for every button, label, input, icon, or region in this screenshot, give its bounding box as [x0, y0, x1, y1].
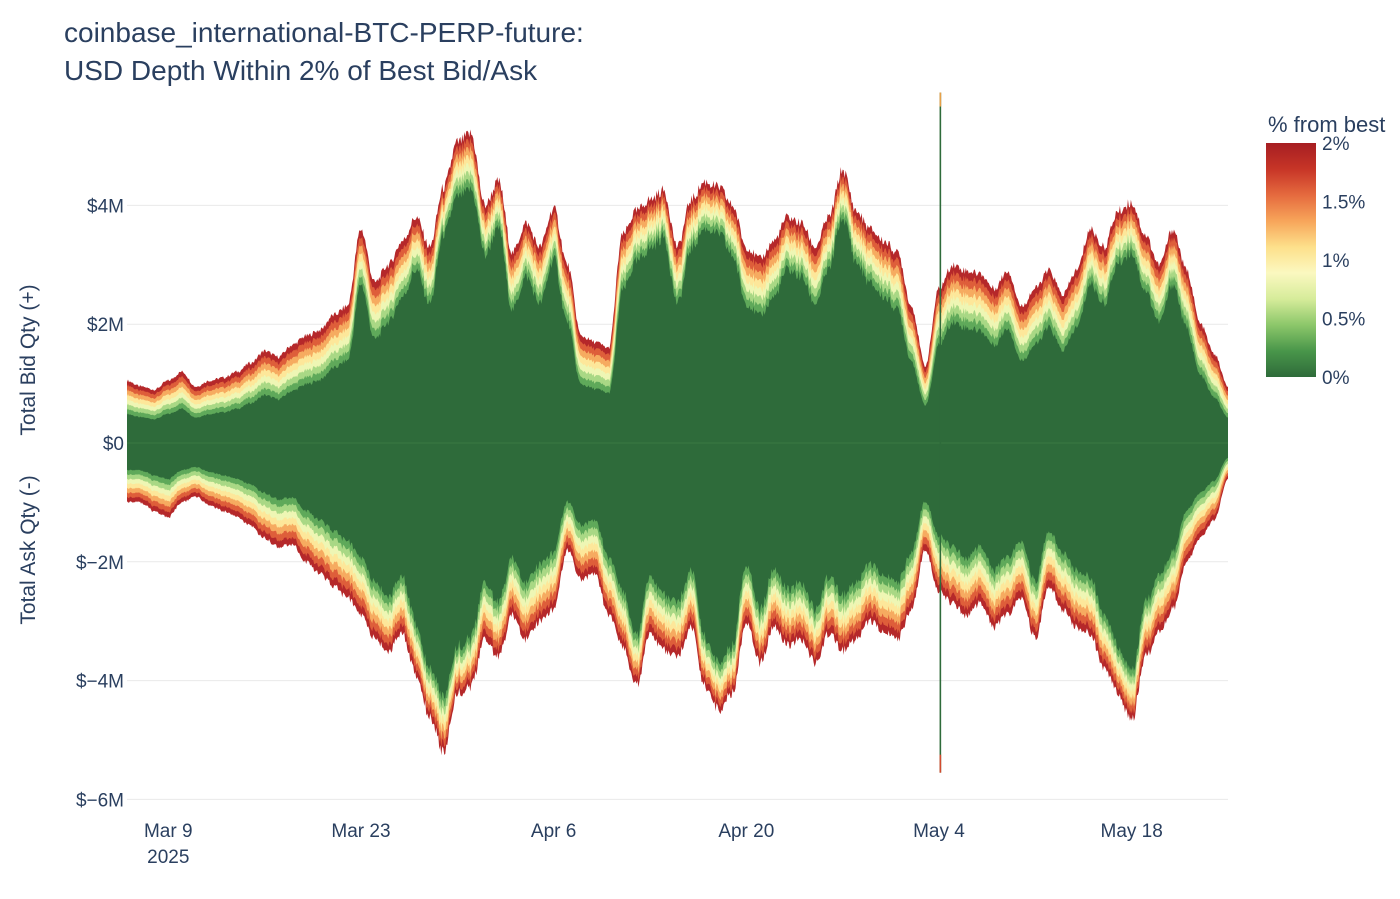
y-axis-title-bid: Total Bid Qty (+) [17, 284, 40, 435]
colorbar-gradient [1266, 143, 1316, 377]
y-axis-title-ask: Total Ask Qty (-) [17, 475, 40, 624]
x-tick-label: May 4 [913, 821, 965, 842]
x-tick-label: Apr 6 [531, 821, 576, 842]
depth-bands [127, 129, 1228, 756]
colorbar-tick-label: 2% [1322, 134, 1350, 155]
colorbar-tick-label: 0% [1322, 368, 1350, 389]
x-tick-label: May 18 [1101, 821, 1163, 842]
y-tick-label: $4M [87, 196, 124, 217]
y-axis-ticks: $4M $2M $0 $−2M $−4M $−6M [76, 196, 124, 811]
colorbar-ticks: 2% 1.5% 1% 0.5% 0% [1322, 134, 1365, 389]
y-tick-label: $−6M [76, 790, 124, 811]
x-axis-ticks: Mar 9 2025 Mar 23 Apr 6 Apr 20 May 4 May 18 [144, 821, 1163, 868]
x-tick-label: Mar 23 [331, 821, 390, 842]
colorbar-tick-label: 1% [1322, 251, 1350, 272]
colorbar-tick-label: 1.5% [1322, 193, 1365, 214]
colorbar-tick-label: 0.5% [1322, 310, 1365, 331]
chart-title-line-1: coinbase_international-BTC-PERP-future: [64, 17, 584, 48]
x-tick-sublabel: 2025 [147, 847, 189, 868]
colorbar: % from best 2% 1.5% 1% 0.5% 0% [1266, 112, 1385, 389]
y-tick-label: $0 [103, 434, 124, 455]
x-tick-label: Apr 20 [718, 821, 774, 842]
colorbar-title: % from best [1268, 112, 1385, 137]
y-tick-label: $−2M [76, 553, 124, 574]
y-tick-label: $−4M [76, 672, 124, 693]
bid-depth-band-0.25 [127, 185, 1228, 443]
x-tick-label: Mar 9 [144, 821, 193, 842]
ask-depth-band-0.25 [127, 443, 1228, 700]
y-tick-label: $2M [87, 315, 124, 336]
chart-title-line-2: USD Depth Within 2% of Best Bid/Ask [64, 55, 538, 86]
